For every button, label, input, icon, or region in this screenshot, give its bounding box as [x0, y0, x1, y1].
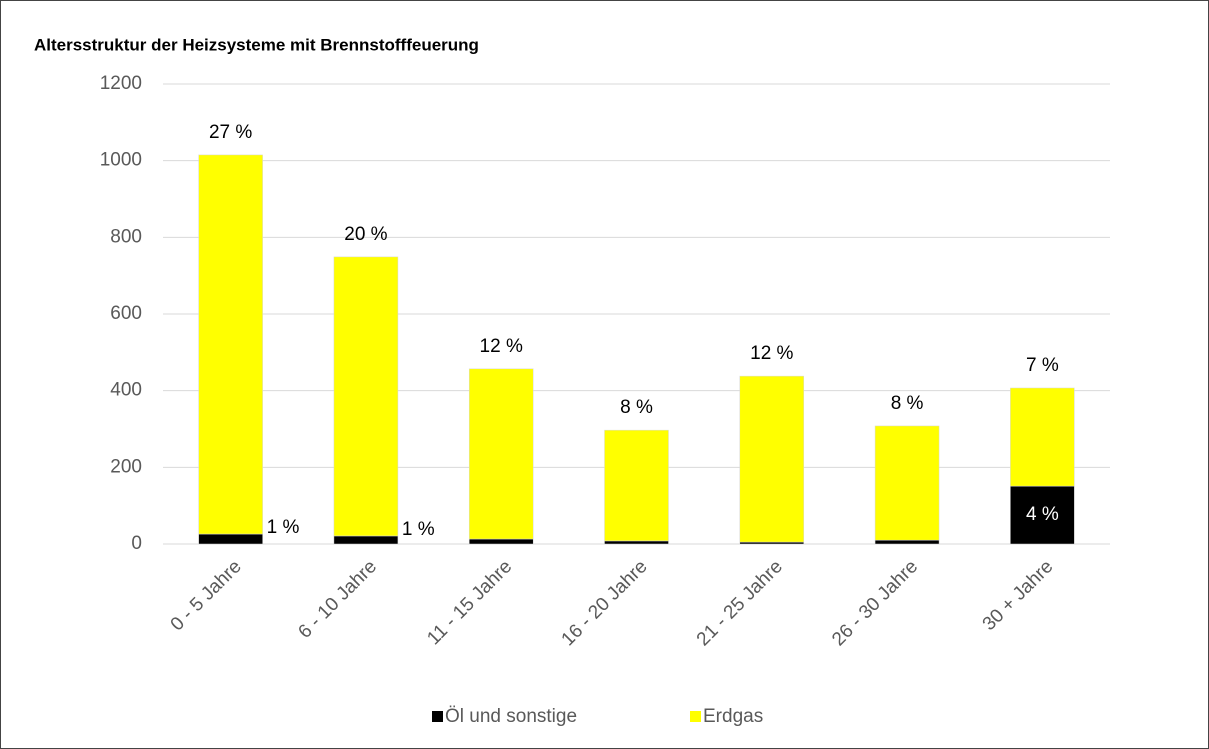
bar-segment: [874, 539, 940, 545]
data-label: 4 %: [1026, 504, 1059, 525]
bar-segment: [468, 538, 534, 545]
data-label: 7 %: [1026, 355, 1059, 376]
bar-segment: [198, 533, 263, 545]
y-tick-label: 600: [110, 303, 142, 324]
data-label: 12 %: [480, 336, 523, 357]
bar-segment: [333, 535, 399, 545]
legend-label: Öl und sonstige: [445, 706, 577, 727]
data-label: 1 %: [267, 517, 300, 538]
legend-label: Erdgas: [703, 706, 763, 727]
y-tick-label: 800: [110, 226, 142, 247]
bar-segment: [1010, 387, 1075, 487]
y-tick-label: 0: [131, 533, 142, 554]
bar-segment: [739, 375, 805, 543]
data-label: 27 %: [209, 122, 252, 143]
bar-segment: [1010, 485, 1075, 545]
bar-segment: [604, 429, 669, 542]
chart-title: Altersstruktur der Heizsysteme mit Brenn…: [34, 35, 479, 54]
bar-segment: [198, 154, 263, 535]
bar-segment: [604, 540, 669, 545]
data-label: 12 %: [750, 343, 793, 364]
bar-segment: [468, 368, 534, 540]
data-label: 20 %: [344, 224, 387, 245]
bar-segment: [874, 425, 940, 541]
y-tick-label: 1000: [100, 150, 142, 171]
legend-swatch: [432, 711, 443, 722]
bar-segment: [333, 256, 399, 537]
data-label: 8 %: [620, 397, 653, 418]
y-tick-label: 1200: [100, 73, 142, 94]
legend-swatch: [690, 711, 701, 722]
y-tick-label: 400: [110, 380, 142, 401]
y-tick-label: 200: [110, 456, 142, 477]
data-label: 8 %: [891, 393, 924, 414]
bar-segment: [739, 541, 805, 545]
data-label: 1 %: [402, 519, 435, 540]
